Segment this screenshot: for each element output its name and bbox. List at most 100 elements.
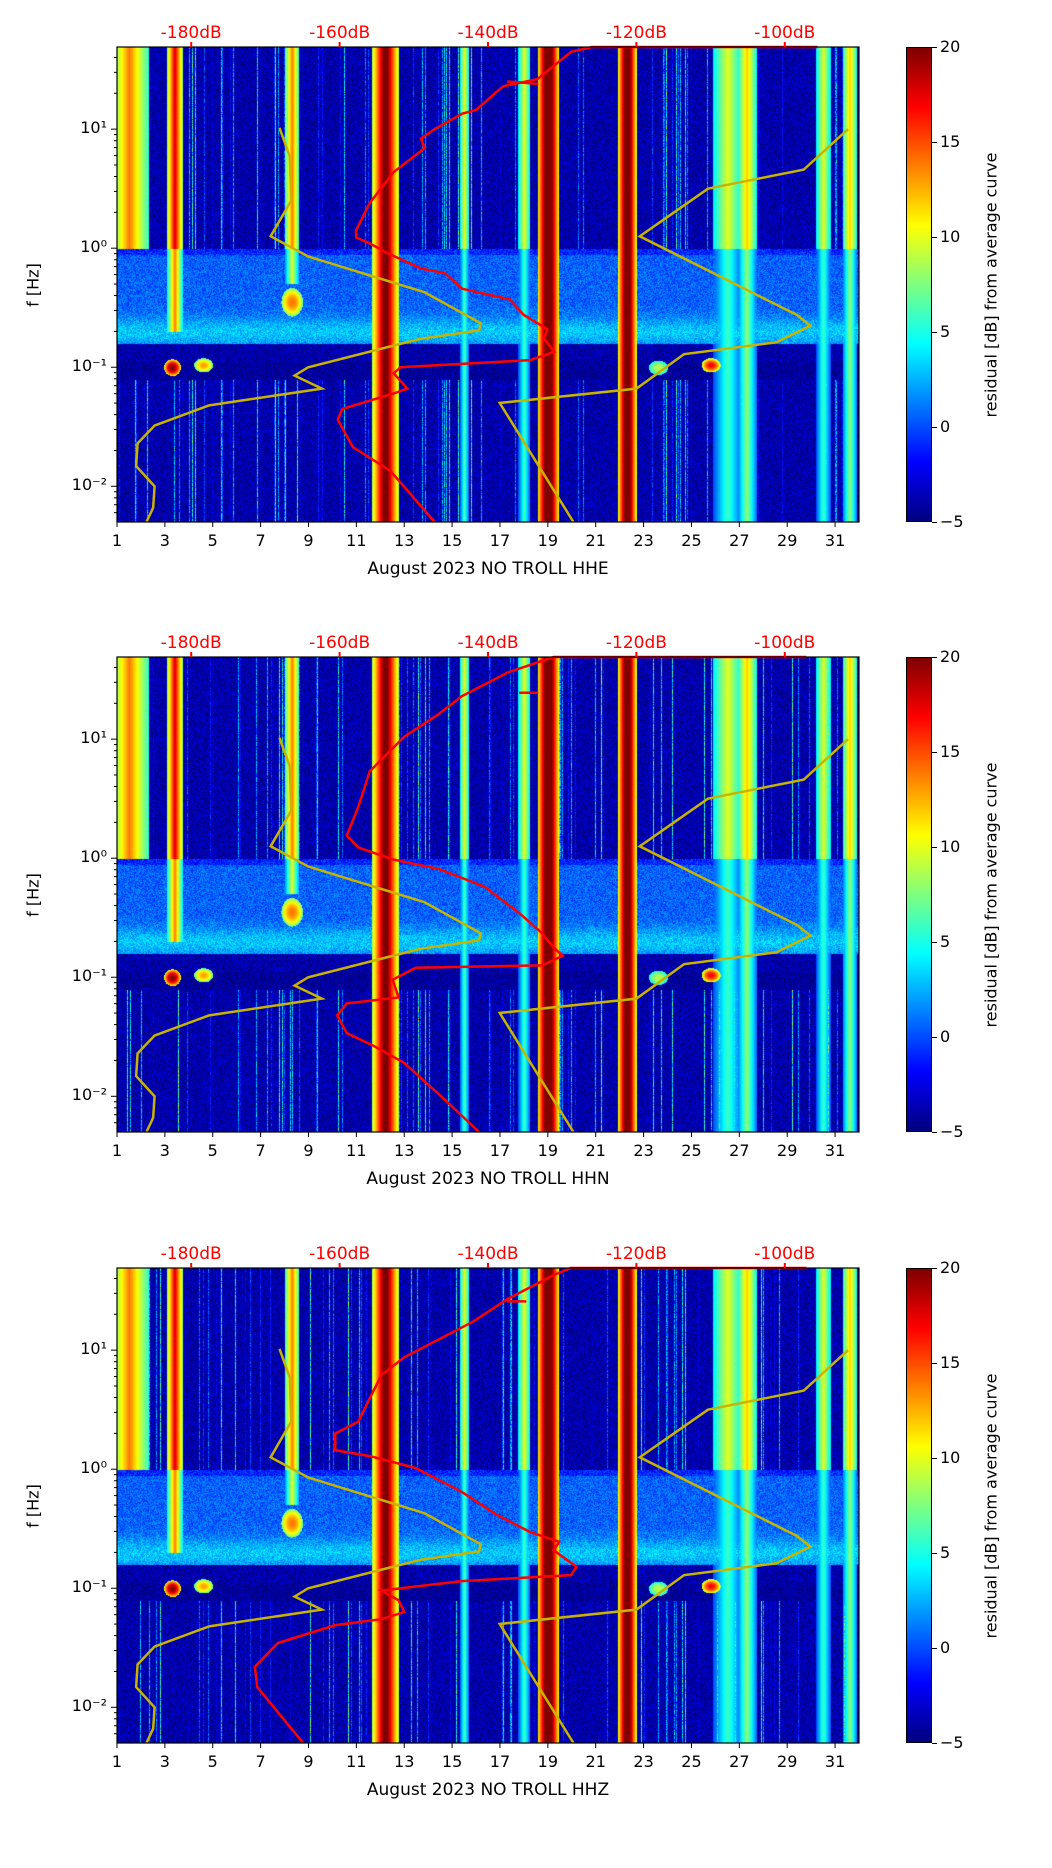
- x-tick-label: 1: [111, 531, 123, 550]
- x-tick-label: 11: [346, 1752, 367, 1771]
- colorbar-tick-mark: [932, 427, 937, 428]
- colorbar-label: residual [dB] from average curve: [981, 1373, 1001, 1638]
- x-axis-label: August 2023 NO TROLL HHZ: [366, 1780, 610, 1800]
- colorbar-tick-label: 0: [940, 1638, 951, 1657]
- colorbar-tick-mark: [932, 522, 937, 523]
- x-tick-label: 29: [777, 1752, 798, 1771]
- x-tick-label: 15: [441, 1752, 463, 1771]
- colorbar-tick-label: 10: [940, 837, 961, 856]
- x-tick-label: 17: [489, 531, 511, 550]
- top-db-label: -160dB: [309, 1244, 371, 1264]
- x-tick-label: 13: [394, 531, 415, 550]
- x-tick-label: 17: [489, 1141, 511, 1160]
- y-tick-label: 10⁻¹: [71, 966, 107, 986]
- x-tick-label: 13: [394, 1141, 415, 1160]
- x-tick-label: 25: [681, 1141, 702, 1160]
- x-tick-label: 31: [824, 1752, 846, 1771]
- colorbar-tick-label: 5: [940, 1543, 951, 1562]
- colorbar-tick-mark: [932, 657, 937, 658]
- x-tick-label: 27: [729, 531, 750, 550]
- plot-frame: [116, 1267, 860, 1744]
- reference-high-noise-curve: [497, 738, 849, 1133]
- colorbar-tick-label: 15: [940, 1353, 961, 1372]
- x-tick-label: 7: [255, 1752, 266, 1771]
- y-tick-label: 10¹: [80, 728, 107, 748]
- top-db-label: -160dB: [309, 633, 371, 653]
- x-tick-label: 17: [489, 1752, 511, 1771]
- colorbar-tick-mark: [932, 1553, 937, 1554]
- x-tick-label: 21: [585, 531, 606, 550]
- colorbar-tick-mark: [932, 332, 937, 333]
- colorbar-label: residual [dB] from average curve: [981, 152, 1001, 417]
- x-tick-label: 11: [346, 531, 367, 550]
- plot-area: [111, 652, 860, 1137]
- reference-high-noise-curve: [497, 128, 849, 523]
- colorbar-tick-mark: [932, 752, 937, 753]
- top-db-label: -140dB: [457, 1244, 519, 1264]
- x-tick-label: 1: [111, 1752, 123, 1771]
- plot-frame: [116, 46, 860, 523]
- x-tick-label: 9: [303, 1141, 314, 1160]
- colorbar-tick-label: 15: [940, 132, 961, 151]
- plot-overlay: [111, 42, 860, 527]
- psd-curve: [336, 45, 818, 523]
- x-tick-label: 25: [681, 531, 702, 550]
- y-tick-label: 10⁰: [80, 237, 107, 257]
- colorbar-tick-label: 20: [940, 1258, 961, 1277]
- colorbar-tick-mark: [932, 1268, 937, 1269]
- y-tick-label: 10⁻²: [71, 1696, 107, 1716]
- top-db-label: -100dB: [754, 1244, 816, 1264]
- x-tick-label: 11: [346, 1141, 367, 1160]
- colorbar: [906, 1268, 932, 1743]
- colorbar-tick-mark: [932, 847, 937, 848]
- colorbar-tick-mark: [932, 237, 937, 238]
- colorbar-tick-label: 10: [940, 1448, 961, 1467]
- x-tick-label: 1: [111, 1141, 123, 1160]
- x-tick-label: 29: [777, 1141, 798, 1160]
- y-tick-label: 10⁻¹: [71, 1577, 107, 1597]
- plot-overlay: [111, 652, 860, 1137]
- colorbar-tick-mark: [932, 1037, 937, 1038]
- x-tick-label: 7: [255, 531, 266, 550]
- x-tick-label: 19: [537, 1141, 559, 1160]
- top-db-label: -180dB: [160, 1244, 222, 1264]
- top-db-label: -120dB: [605, 1244, 667, 1264]
- x-axis-label: August 2023 NO TROLL HHE: [367, 559, 609, 579]
- y-tick-label: 10¹: [80, 118, 107, 138]
- x-tick-label: 23: [633, 1141, 654, 1160]
- psd-curve: [335, 655, 807, 1133]
- x-tick-label: 5: [207, 1141, 218, 1160]
- colorbar-tick-mark: [932, 142, 937, 143]
- colorbar-tick-mark: [932, 1363, 937, 1364]
- y-tick-label: 10⁻²: [71, 1085, 107, 1105]
- x-tick-label: 27: [729, 1141, 750, 1160]
- plot-overlay: [111, 1263, 860, 1748]
- colorbar-tick-label: −5: [940, 512, 964, 531]
- psd-curve-segment: [507, 80, 539, 86]
- colorbar-tick-label: 20: [940, 37, 961, 56]
- plot-frame: [116, 656, 860, 1133]
- y-axis-label: f [Hz]: [23, 262, 43, 307]
- x-tick-label: 25: [681, 1752, 702, 1771]
- reference-low-noise-curve: [134, 1348, 482, 1744]
- x-tick-label: 7: [255, 1141, 266, 1160]
- colorbar-tick-label: 10: [940, 227, 961, 246]
- y-tick-label: 10⁰: [80, 1458, 107, 1478]
- top-db-label: -140dB: [457, 23, 519, 43]
- spectrogram-panel: 1 3 5 7 9 11 13 15 17 19 21 23 25 27 29 31 -180dB -160dB -…: [0, 23, 1052, 647]
- colorbar-tick-label: −5: [940, 1122, 964, 1141]
- y-axis-label: f [Hz]: [23, 1483, 43, 1528]
- colorbar-tick-label: 0: [940, 1027, 951, 1046]
- reference-low-noise-curve: [134, 127, 482, 523]
- x-tick-label: 31: [824, 1141, 846, 1160]
- y-tick-label: 10⁰: [80, 847, 107, 867]
- colorbar-tick-mark: [932, 1458, 937, 1459]
- x-tick-label: 19: [537, 531, 559, 550]
- top-db-label: -140dB: [457, 633, 519, 653]
- x-tick-label: 23: [633, 531, 654, 550]
- colorbar-tick-mark: [932, 1648, 937, 1649]
- top-db-label: -100dB: [754, 23, 816, 43]
- colorbar-tick-label: −5: [940, 1733, 964, 1752]
- colorbar-tick-label: 5: [940, 932, 951, 951]
- top-db-label: -180dB: [160, 633, 222, 653]
